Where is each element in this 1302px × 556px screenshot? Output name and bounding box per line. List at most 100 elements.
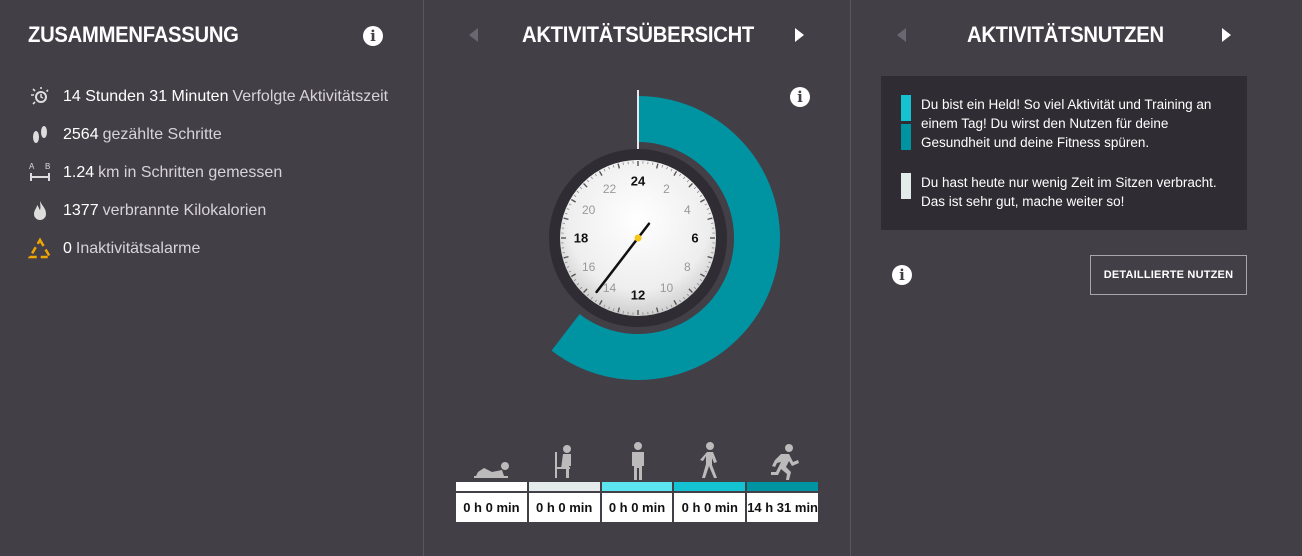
dial-tick: [696, 190, 700, 193]
benefit-text: Du bist ein Held! So viel Aktivität und …: [921, 97, 1212, 150]
walking-color-mark: [901, 95, 911, 121]
summary-item-activity-time: 14 Stunden 31 Minuten Verfolgte Aktivitä…: [28, 78, 388, 116]
standing-time: 0 h 0 min: [601, 493, 673, 522]
lying-color-bar: [456, 482, 527, 491]
dial-tick: [594, 299, 597, 303]
standing-person-icon: [602, 438, 675, 480]
flame-icon: [28, 199, 52, 223]
dial-tick: [693, 186, 697, 190]
dial-tick: [708, 261, 712, 264]
dial-tick: [583, 288, 588, 293]
summary-list: 14 Stunden 31 Minuten Verfolgte Aktivitä…: [28, 78, 388, 268]
dial-tick: [566, 208, 570, 210]
inactivity-value: 0: [63, 240, 72, 257]
hour-label: 12: [631, 288, 645, 303]
summary-item-inactivity: 0 Inaktivitätsalarme: [28, 230, 388, 268]
dial-tick: [564, 212, 568, 215]
summary-info-icon[interactable]: i: [363, 26, 383, 46]
dial-tick: [679, 173, 682, 177]
activity-dial: 24 2 4 6 8 10 12 14 16 18 20 22: [549, 90, 780, 380]
overview-prev-arrow-icon[interactable]: [469, 28, 478, 42]
dial-tick: [661, 164, 664, 168]
hour-label: 22: [603, 182, 617, 196]
dial-tick: [673, 170, 678, 176]
dial-tick: [608, 166, 610, 170]
hour-label: 10: [660, 281, 674, 295]
steps-label: gezählte Schritte: [102, 126, 222, 143]
dial-tick: [598, 170, 603, 176]
detailed-benefits-button[interactable]: DETAILLIERTE NUTZEN: [1090, 255, 1247, 295]
overview-next-arrow-icon[interactable]: [795, 28, 804, 42]
sitting-color-bar: [528, 482, 600, 491]
dial-tick: [579, 286, 583, 290]
dial-tick: [598, 300, 603, 306]
dial-tick: [683, 296, 686, 300]
dial-tick: [608, 306, 610, 310]
benefits-next-arrow-icon[interactable]: [1222, 28, 1231, 42]
benefits-panel: AKTIVITÄTSNUTZEN Du bist ein Held! So vi…: [851, 0, 1302, 556]
dial-tick: [576, 283, 580, 286]
dial-tick: [673, 300, 678, 306]
dial-tick: [688, 183, 693, 188]
calories-label: verbrannte Kilokalorien: [102, 202, 267, 219]
distance-value: 1.24: [63, 164, 95, 181]
activity-breakdown: 0 h 0 min 0 h 0 min 0 h 0 min 0 h 0 min …: [456, 438, 820, 522]
distance-label: km in Schritten gemessen: [98, 164, 283, 181]
dial-tick: [576, 190, 580, 193]
benefits-box: Du bist ein Held! So viel Aktivität und …: [881, 76, 1247, 230]
dial-tick: [706, 208, 710, 210]
dial-tick: [612, 164, 615, 168]
inactivity-alarm-icon: [28, 237, 52, 261]
dial-tick: [573, 194, 577, 197]
dial-tick: [707, 255, 713, 259]
benefits-info-icon[interactable]: i: [892, 265, 912, 285]
clock-hand-center: [634, 234, 642, 242]
dial-tick: [686, 179, 690, 183]
sitting-color-mark: [901, 173, 911, 199]
sitting-person-icon: [529, 438, 602, 480]
hour-label: 24: [631, 174, 646, 189]
overview-panel: AKTIVITÄTSÜBERSICHT i 24 2 4 6 8: [424, 0, 851, 556]
summary-panel: ZUSAMMENFASSUNG i 14 Stunden 31 Minuten …: [0, 0, 424, 556]
dial-tick: [683, 176, 686, 180]
dial-tick: [696, 283, 700, 286]
benefits-prev-arrow-icon[interactable]: [897, 28, 906, 42]
running-color-mark: [901, 124, 911, 150]
dial-tick: [670, 168, 673, 172]
inactivity-label: Inaktivitätsalarme: [75, 240, 201, 257]
hour-label: 8: [684, 260, 691, 274]
dial-tick: [617, 163, 621, 169]
dial-tick: [704, 203, 708, 206]
dial-tick: [603, 304, 606, 308]
dial-tick: [699, 194, 703, 197]
dial-tick: [707, 217, 713, 221]
hour-label: 2: [663, 182, 670, 196]
benefit-message: Du hast heute nur wenig Zeit im Sitzen v…: [901, 173, 1227, 211]
benefits-title: AKTIVITÄTSNUTZEN: [967, 22, 1164, 47]
standing-color-bar: [601, 482, 673, 491]
dial-tick: [570, 273, 576, 278]
dial-tick: [699, 279, 703, 282]
dial-tick: [586, 293, 590, 297]
dial-tick: [568, 203, 572, 206]
dial-tick: [573, 279, 577, 282]
walking-person-icon: [674, 438, 747, 480]
dial-tick: [688, 288, 693, 293]
dial-tick: [700, 273, 706, 278]
benefit-text: Du hast heute nur wenig Zeit im Sitzen v…: [921, 175, 1217, 209]
dial-tick: [570, 198, 576, 203]
svg-text:B: B: [45, 162, 50, 171]
dial-hour-labels: 24 2 4 6 8 10 12 14 16 18 20 22: [574, 174, 699, 303]
svg-text:A: A: [29, 162, 35, 171]
summary-item-steps: 2564 gezählte Schritte: [28, 116, 388, 154]
activity-arc: [551, 96, 780, 380]
dial-tick: [586, 179, 590, 183]
dial-tick: [655, 307, 659, 313]
dial-tick: [686, 293, 690, 297]
dial-tick: [700, 198, 706, 203]
hour-label: 6: [691, 231, 698, 246]
overview-info-icon[interactable]: i: [790, 87, 810, 107]
dial-tick: [603, 168, 606, 172]
